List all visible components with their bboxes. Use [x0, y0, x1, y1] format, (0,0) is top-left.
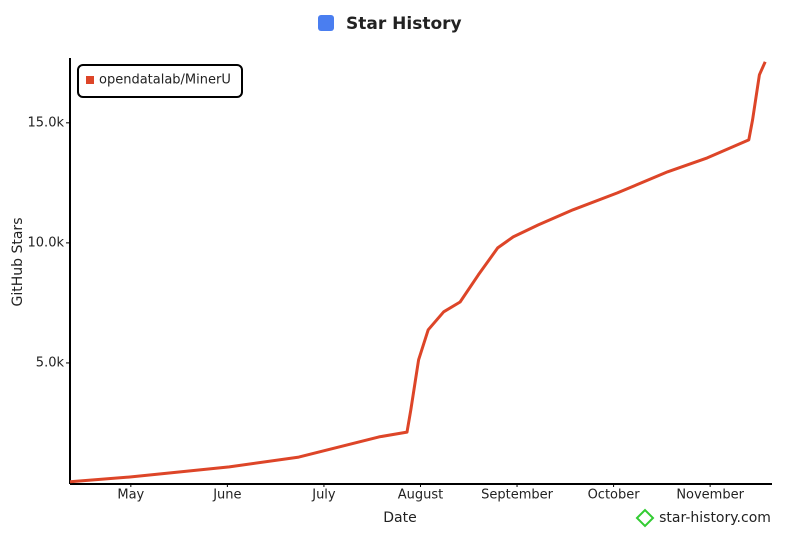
legend-label: opendatalab/MinerU: [99, 73, 231, 88]
legend: [77, 64, 243, 98]
x-tick-label: July: [311, 488, 336, 503]
watermark: star-history.com: [659, 510, 771, 526]
x-tick-label: October: [588, 488, 641, 503]
x-tick-label: June: [212, 488, 241, 503]
x-tick-label: November: [676, 488, 744, 503]
x-axis-label: Date: [383, 510, 416, 526]
chart-title: Star History: [346, 14, 462, 34]
watermark-icon: [635, 508, 655, 528]
y-tick-label: 15.0k: [28, 115, 65, 130]
x-tick-label: May: [117, 488, 144, 503]
legend-swatch: [86, 76, 94, 84]
x-tick-label: September: [481, 488, 554, 503]
y-tick-label: 5.0k: [36, 355, 65, 370]
logo: [318, 15, 334, 31]
x-tick-label: August: [398, 488, 444, 503]
y-tick-label: 10.0k: [28, 235, 65, 250]
line: [69, 61, 767, 484]
y-axis-label: GitHub Stars: [10, 218, 26, 307]
